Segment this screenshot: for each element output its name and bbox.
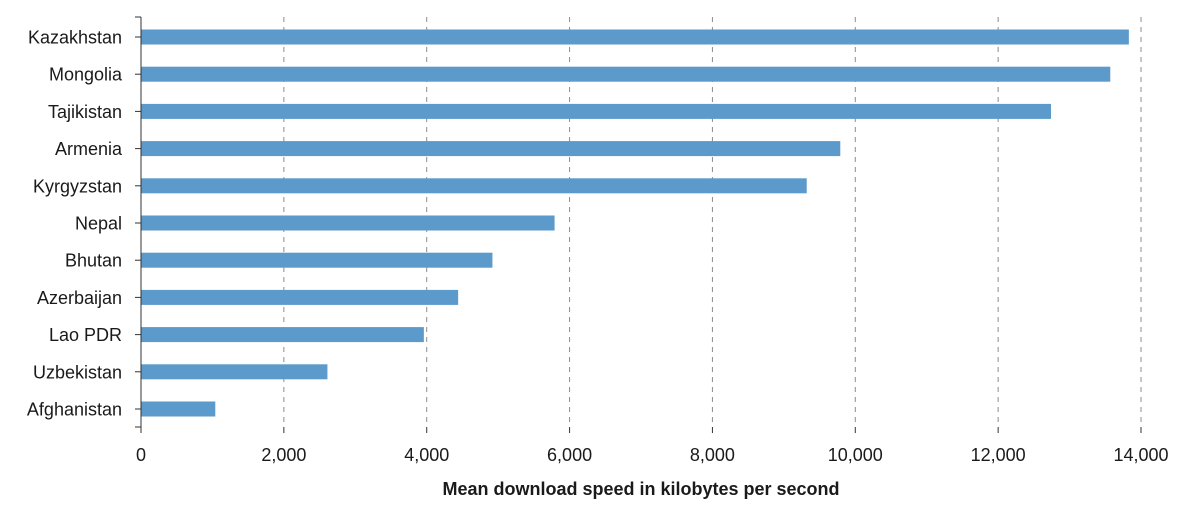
x-tick-label: 12,000 — [971, 445, 1026, 465]
bar-tajikistan — [141, 103, 1051, 119]
bar-mongolia — [141, 66, 1111, 82]
x-tick-labels: 0 2,000 4,000 6,000 8,000 10,000 12,000 14,000 — [136, 445, 1169, 465]
category-label: Nepal — [75, 214, 122, 234]
category-label: Azerbaijan — [37, 288, 122, 308]
category-label: Afghanistan — [27, 400, 122, 420]
bar-lao-pdr — [141, 327, 424, 343]
bars — [141, 29, 1129, 417]
x-tick-label: 8,000 — [690, 445, 735, 465]
axes — [135, 16, 1142, 433]
bar-uzbekistan — [141, 364, 328, 380]
x-tick-label: 14,000 — [1113, 445, 1168, 465]
bar-afghanistan — [141, 401, 216, 417]
x-tick-label: 10,000 — [828, 445, 883, 465]
category-labels: Kazakhstan Mongolia Tajikistan Armenia Kyrgy… — [27, 28, 123, 420]
category-label: Uzbekistan — [33, 362, 122, 382]
x-axis-title: Mean download speed in kilobytes per sec… — [442, 479, 839, 499]
category-label: Tajikistan — [48, 102, 122, 122]
x-tick-label: 4,000 — [404, 445, 449, 465]
bar-kazakhstan — [141, 29, 1129, 45]
x-tick-label: 2,000 — [261, 445, 306, 465]
bar-bhutan — [141, 252, 493, 268]
bar-azerbaijan — [141, 289, 459, 305]
bar-armenia — [141, 141, 841, 157]
x-tick-label: 6,000 — [547, 445, 592, 465]
category-label: Mongolia — [49, 65, 123, 85]
bar-nepal — [141, 215, 555, 231]
category-label: Kazakhstan — [28, 28, 122, 48]
x-tick-label: 0 — [136, 445, 146, 465]
bar-kyrgyzstan — [141, 178, 807, 194]
category-label: Lao PDR — [49, 325, 122, 345]
category-label: Armenia — [55, 139, 123, 159]
category-label: Bhutan — [65, 251, 122, 271]
category-label: Kyrgyzstan — [33, 176, 122, 196]
